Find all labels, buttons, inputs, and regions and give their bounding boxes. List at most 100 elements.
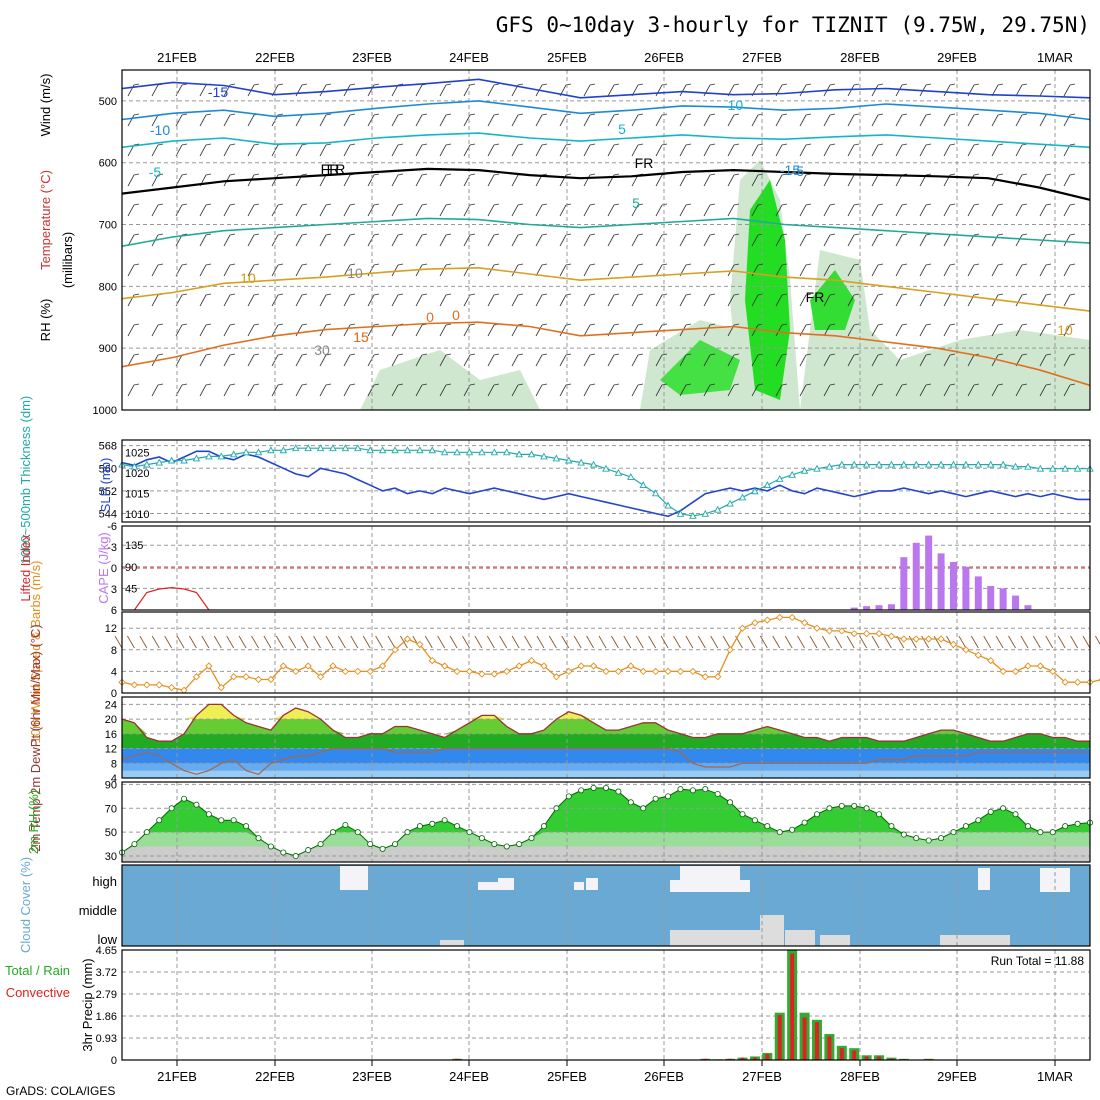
slp-point (664, 501, 672, 509)
wind-barb (772, 635, 781, 649)
wind-barb (589, 113, 596, 116)
wind-barb (181, 113, 188, 116)
wind-barb (157, 323, 164, 326)
wind-barb (439, 144, 447, 157)
date-label-top: 21FEB (157, 50, 197, 65)
rh-point (900, 831, 907, 838)
wind-barb (967, 324, 975, 337)
wind-barb (319, 294, 327, 307)
wind-barb (823, 144, 831, 157)
wind-axis-label: Wind (m/s) (38, 74, 53, 137)
rh-point (267, 843, 274, 850)
date-label-top: 25FEB (547, 50, 587, 65)
wind-barb (679, 384, 687, 397)
wind-barb (901, 233, 908, 236)
wind-barb (1063, 324, 1071, 337)
wind-barb (133, 143, 140, 146)
wind-speed-point (180, 686, 188, 694)
wind-barb (487, 384, 495, 397)
wind-barb (1045, 293, 1052, 296)
wind-barb (1069, 143, 1076, 146)
wind-barb (205, 173, 212, 176)
slp-point (130, 462, 139, 470)
wind-barb (391, 234, 399, 247)
wind-barb (223, 234, 231, 247)
dewpt-line (121, 747, 1090, 775)
li-line (133, 586, 210, 611)
wind-barb (541, 233, 548, 236)
wind-barb (462, 635, 470, 649)
date-label-top: 23FEB (352, 50, 392, 65)
wind-barb (391, 354, 399, 367)
wind-barb (1069, 113, 1076, 116)
wind-barb (517, 353, 524, 356)
wind-barb (997, 113, 1004, 116)
wind-barb (181, 233, 188, 236)
wind-speed-point (378, 662, 387, 670)
slp-point (217, 452, 226, 460)
wind-barb (373, 143, 380, 146)
date-label-bottom: 25FEB (547, 1069, 587, 1084)
wind-barb (613, 203, 620, 206)
rh-point (156, 817, 163, 824)
precip-total-legend: Total / Rain (5, 963, 70, 978)
wind-barb (229, 383, 236, 386)
wind-barb (607, 204, 615, 217)
wind-barb (895, 324, 903, 337)
wind-barb (487, 354, 495, 367)
wind-barb (1063, 354, 1071, 367)
wind-barb (415, 234, 423, 247)
wind-barb (277, 383, 284, 386)
slp-point (527, 450, 536, 458)
date-label-top: 1MAR (1037, 50, 1073, 65)
wind-speed-point (267, 675, 275, 684)
wind-speed-point (800, 619, 809, 627)
wind-barb (727, 294, 735, 307)
wind-speed-point (1073, 678, 1082, 686)
wind-barb (157, 263, 164, 266)
wind-speed-point (937, 635, 945, 643)
wind-barb (349, 383, 356, 386)
wind-speed-point (763, 616, 771, 624)
precip-conv-bar (864, 1056, 869, 1060)
wind-barb (535, 144, 543, 157)
wind-barb (784, 635, 793, 649)
cape-bar (949, 562, 957, 610)
contour-label: 10 (1057, 322, 1073, 338)
wind-barb (133, 113, 140, 116)
wind-barb (829, 383, 836, 386)
wind-barb (970, 635, 979, 649)
wind-barb (853, 83, 860, 86)
wind-barb (823, 324, 831, 337)
wind-barb (908, 635, 917, 649)
wind-barb (295, 204, 303, 217)
cloud-level-label: middle (79, 903, 117, 918)
slp-point (478, 448, 486, 456)
rh-point (404, 829, 411, 836)
wind-barb (733, 203, 740, 206)
wind-barb (751, 174, 759, 187)
wind10m-axis-label: 10m Wind Speed & Barbs (m/s) (28, 561, 43, 744)
wind-barb (679, 84, 687, 97)
wind-barb (685, 173, 692, 176)
wind-barb (757, 263, 764, 266)
slp-point (490, 448, 499, 456)
wind-barb (679, 324, 687, 337)
wind-barb (799, 264, 807, 277)
rh-point (193, 801, 200, 808)
wind-barb (884, 635, 892, 649)
precip-conv-bar (802, 1017, 807, 1060)
temp-area-hot (122, 704, 1090, 720)
wind-barb (583, 294, 591, 307)
contour-label: 30 (314, 342, 330, 358)
wind-barb (421, 293, 428, 296)
wind-barb (301, 293, 308, 296)
wind-barb (967, 144, 975, 157)
wind-speed-point (925, 635, 933, 643)
wind-barb (397, 83, 404, 86)
wind-speed-point (639, 667, 647, 676)
wind-tick-label: 0 (111, 688, 117, 700)
precip-conv-bar (877, 1056, 882, 1060)
cape-axis-label: CAPE (J/kg) (96, 532, 111, 604)
wind-barb (253, 83, 260, 86)
